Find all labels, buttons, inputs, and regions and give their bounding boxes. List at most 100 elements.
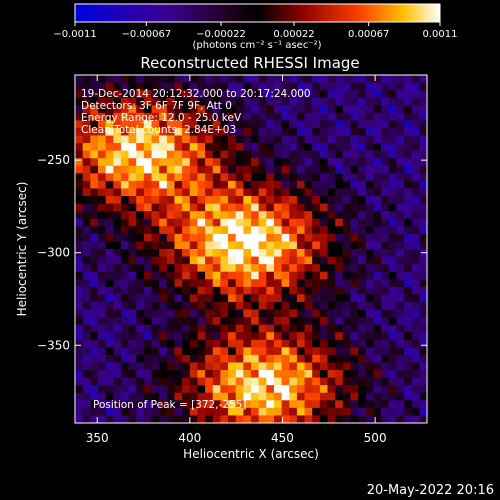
heatmap-cell — [182, 309, 191, 318]
heatmap-cell — [327, 211, 336, 220]
heatmap-cell — [220, 362, 229, 371]
heatmap-cell — [289, 407, 298, 417]
heatmap-cell — [342, 392, 352, 401]
heatmap-cell — [404, 400, 413, 409]
heatmap-cell — [205, 211, 214, 220]
heatmap-cell — [97, 354, 107, 364]
heatmap-cell — [75, 97, 84, 106]
heatmap-cell — [143, 271, 153, 280]
heatmap-cell — [319, 256, 329, 265]
heatmap-cell — [381, 332, 390, 341]
heatmap-cell — [289, 158, 298, 167]
heatmap-cell — [365, 294, 375, 303]
heatmap-cell — [342, 301, 352, 311]
heatmap-cell — [205, 385, 214, 394]
heatmap-cell — [419, 392, 427, 401]
heatmap-cell — [120, 120, 130, 129]
heatmap-cell — [228, 377, 237, 386]
heatmap-cell — [358, 75, 367, 84]
heatmap-cell — [281, 120, 290, 129]
heatmap-cell — [212, 241, 221, 250]
heatmap-cell — [312, 127, 321, 137]
heatmap-cell — [243, 233, 252, 243]
heatmap-cell — [174, 392, 183, 401]
heatmap-cell — [82, 97, 91, 106]
heatmap-cell — [189, 249, 199, 258]
heatmap-cell — [220, 415, 229, 423]
heatmap-cell — [159, 294, 168, 303]
heatmap-cell — [419, 226, 427, 235]
heatmap-cell — [411, 294, 420, 303]
heatmap-cell — [212, 256, 221, 265]
heatmap-cell — [197, 264, 206, 273]
heatmap-cell — [182, 286, 191, 295]
heatmap-cell — [335, 158, 344, 167]
heatmap-cell — [266, 271, 275, 280]
heatmap-cell — [113, 127, 122, 137]
annotation-time-range: 19-Dec-2014 20:12:32.000 to 20:17:24.000 — [81, 88, 311, 100]
heatmap-cell — [105, 249, 114, 258]
heatmap-cell — [113, 249, 122, 258]
heatmap-cell — [212, 173, 221, 182]
heatmap-cell — [75, 165, 84, 174]
heatmap-cell — [120, 90, 130, 99]
heatmap-cell — [296, 127, 306, 137]
heatmap-cell — [97, 309, 107, 318]
heatmap-cell — [411, 370, 420, 379]
heatmap-cell — [404, 127, 413, 137]
heatmap-cell — [105, 347, 114, 356]
heatmap-cell — [373, 392, 382, 401]
heatmap-cell — [273, 241, 283, 250]
heatmap-cell — [319, 143, 329, 152]
heatmap-cell — [182, 105, 191, 114]
heatmap-cell — [174, 407, 183, 417]
heatmap-cell — [243, 112, 252, 121]
heatmap-cell — [120, 143, 130, 152]
heatmap-cell — [113, 256, 122, 265]
heatmap-cell — [97, 165, 107, 174]
heatmap-cell — [182, 120, 191, 129]
heatmap-cell — [342, 135, 352, 144]
heatmap-cell — [143, 370, 153, 379]
heatmap-cell — [396, 377, 405, 386]
heatmap-cell — [143, 279, 153, 288]
heatmap-cell — [166, 339, 176, 348]
heatmap-cell — [404, 415, 413, 423]
heatmap-cell — [75, 392, 84, 401]
heatmap-cell — [174, 324, 183, 333]
heatmap-cell — [82, 407, 91, 417]
heatmap-cell — [411, 354, 420, 364]
heatmap-cell — [75, 135, 84, 144]
heatmap-cell — [350, 324, 359, 333]
heatmap-cell — [243, 211, 252, 220]
heatmap-cell — [266, 150, 275, 159]
heatmap-cell — [289, 347, 298, 356]
heatmap-cell — [220, 347, 229, 356]
heatmap-cell — [243, 256, 252, 265]
heatmap-cell — [319, 150, 329, 159]
heatmap-cell — [136, 127, 145, 137]
heatmap-cell — [335, 362, 344, 371]
heatmap-cell — [266, 203, 275, 212]
heatmap-cell — [289, 294, 298, 303]
heatmap-cell — [235, 196, 244, 205]
heatmap-cell — [228, 407, 237, 417]
heatmap-cell — [273, 127, 283, 137]
heatmap-cell — [97, 211, 107, 220]
heatmap-cell — [105, 415, 114, 423]
heatmap-cell — [373, 196, 382, 205]
heatmap-cell — [128, 407, 137, 417]
heatmap-cell — [174, 362, 183, 371]
heatmap-cell — [411, 196, 420, 205]
heatmap-cell — [182, 264, 191, 273]
heatmap-cell — [251, 370, 260, 379]
heatmap-cell — [365, 317, 375, 326]
heatmap-cell — [358, 407, 367, 417]
heatmap-cell — [335, 127, 344, 137]
heatmap-cell — [251, 392, 260, 401]
heatmap-cell — [166, 143, 176, 152]
heatmap-cell — [411, 324, 420, 333]
heatmap-cell — [151, 233, 160, 243]
heatmap-cell — [358, 264, 367, 273]
heatmap-cell — [97, 135, 107, 144]
